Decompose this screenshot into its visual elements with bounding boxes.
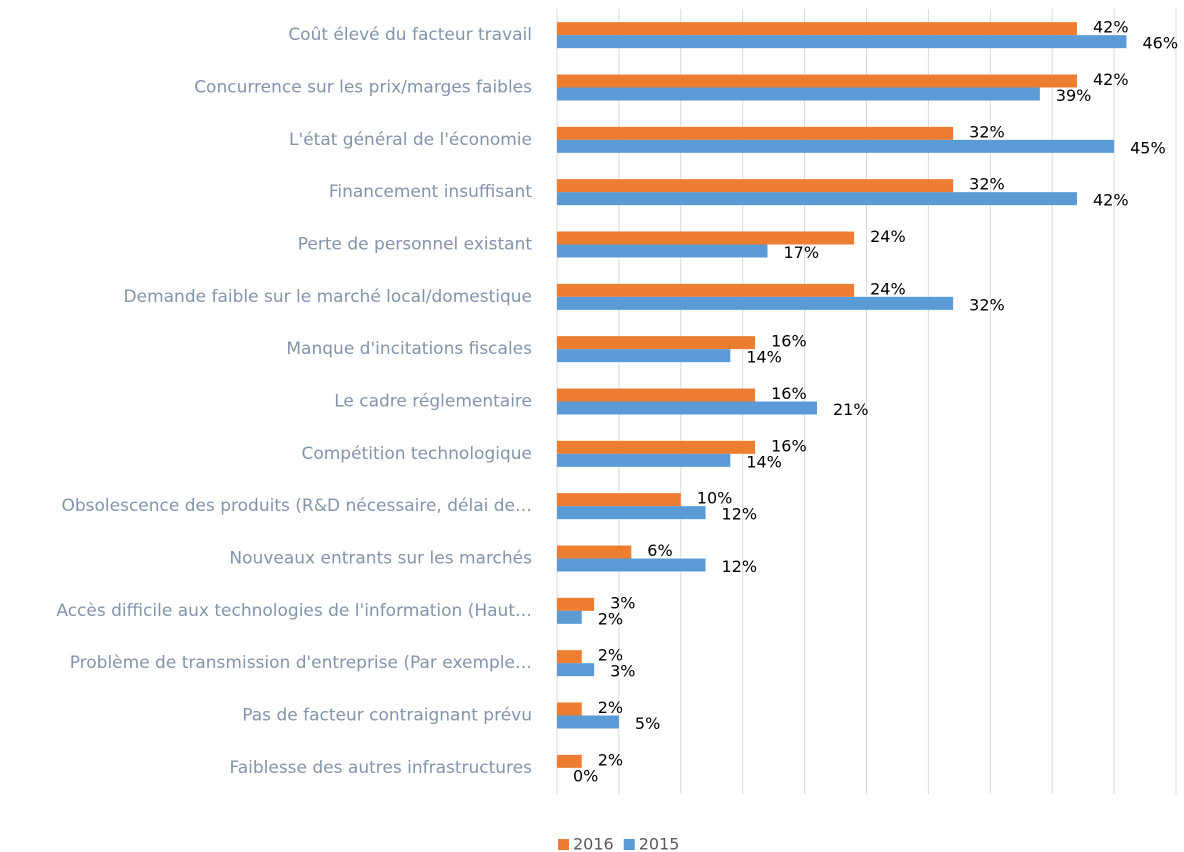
value-label: 14% bbox=[746, 452, 782, 471]
value-label: 39% bbox=[1056, 86, 1092, 105]
value-label: 21% bbox=[833, 400, 869, 419]
category-label: Obsolescence des produits (R&D nécessair… bbox=[61, 496, 532, 516]
bar bbox=[557, 231, 855, 245]
bar bbox=[557, 22, 1077, 36]
bar bbox=[557, 702, 582, 716]
category-label: Compétition technologique bbox=[301, 444, 532, 464]
value-label: 17% bbox=[783, 243, 819, 262]
value-label: 45% bbox=[1130, 138, 1166, 157]
bar bbox=[557, 715, 619, 729]
bar bbox=[557, 179, 954, 193]
legend-label: 2016 bbox=[573, 835, 614, 852]
bar bbox=[557, 506, 706, 520]
category-label: Perte de personnel existant bbox=[298, 235, 533, 255]
bar bbox=[557, 192, 1077, 206]
legend-swatch bbox=[623, 839, 635, 850]
value-label: 6% bbox=[647, 541, 672, 560]
bar bbox=[557, 754, 582, 768]
category-label: Manque d'incitations fiscales bbox=[286, 339, 532, 359]
value-label: 10% bbox=[697, 489, 733, 508]
legend-swatch bbox=[558, 839, 569, 850]
bar bbox=[557, 244, 768, 258]
value-label: 24% bbox=[870, 279, 906, 298]
category-label: L'état général de l'économie bbox=[289, 130, 532, 150]
category-label: Accès difficile aux technologies de l'in… bbox=[56, 601, 532, 621]
bar bbox=[557, 453, 731, 467]
bar bbox=[557, 283, 855, 297]
value-label: 16% bbox=[771, 332, 807, 351]
value-label: 24% bbox=[870, 227, 906, 246]
legend-label: 2015 bbox=[639, 835, 680, 852]
bar bbox=[557, 87, 1040, 101]
category-label: Financement insuffisant bbox=[329, 182, 533, 202]
value-label: 2% bbox=[598, 750, 623, 769]
bar bbox=[557, 35, 1127, 49]
category-label: Le cadre réglementaire bbox=[334, 392, 532, 412]
value-label: 12% bbox=[722, 505, 758, 524]
value-label: 2% bbox=[598, 698, 623, 717]
bar bbox=[557, 558, 706, 572]
bar bbox=[557, 388, 756, 402]
value-label: 12% bbox=[722, 557, 758, 576]
bar bbox=[557, 597, 595, 611]
bar bbox=[557, 440, 756, 454]
value-label: 42% bbox=[1093, 70, 1129, 89]
bar bbox=[557, 74, 1077, 88]
value-label: 46% bbox=[1142, 34, 1178, 53]
value-label: 42% bbox=[1093, 191, 1129, 210]
category-label: Demande faible sur le marché local/domes… bbox=[124, 287, 532, 307]
value-label: 32% bbox=[969, 175, 1005, 194]
category-label: Nouveaux entrants sur les marchés bbox=[229, 549, 532, 569]
category-label: Problème de transmission d'entreprise (P… bbox=[70, 653, 532, 673]
bar bbox=[557, 610, 582, 624]
value-label: 32% bbox=[969, 122, 1005, 141]
bar bbox=[557, 650, 582, 664]
value-label: 5% bbox=[635, 714, 660, 733]
value-label: 32% bbox=[969, 295, 1005, 314]
category-label: Pas de facteur contraignant prévu bbox=[242, 706, 532, 726]
bar bbox=[557, 349, 731, 363]
bar bbox=[557, 663, 595, 677]
value-label: 42% bbox=[1093, 18, 1129, 37]
bar bbox=[557, 493, 681, 507]
value-label: 16% bbox=[771, 384, 807, 403]
category-label: Concurrence sur les prix/marges faibles bbox=[194, 78, 532, 98]
value-label: 14% bbox=[746, 348, 782, 367]
bar bbox=[557, 126, 954, 140]
value-label: 3% bbox=[610, 593, 635, 612]
bar bbox=[557, 401, 817, 415]
category-label: Faiblesse des autres infrastructures bbox=[229, 758, 532, 778]
bar bbox=[557, 336, 756, 350]
bar bbox=[557, 139, 1115, 153]
value-label: 2% bbox=[598, 646, 623, 665]
value-label: 16% bbox=[771, 436, 807, 455]
value-label: 0% bbox=[573, 766, 598, 785]
value-label: 2% bbox=[598, 609, 623, 628]
bar bbox=[557, 545, 632, 559]
value-label: 3% bbox=[610, 662, 635, 681]
category-label: Coût élevé du facteur travail bbox=[288, 25, 532, 45]
bar bbox=[557, 296, 954, 310]
